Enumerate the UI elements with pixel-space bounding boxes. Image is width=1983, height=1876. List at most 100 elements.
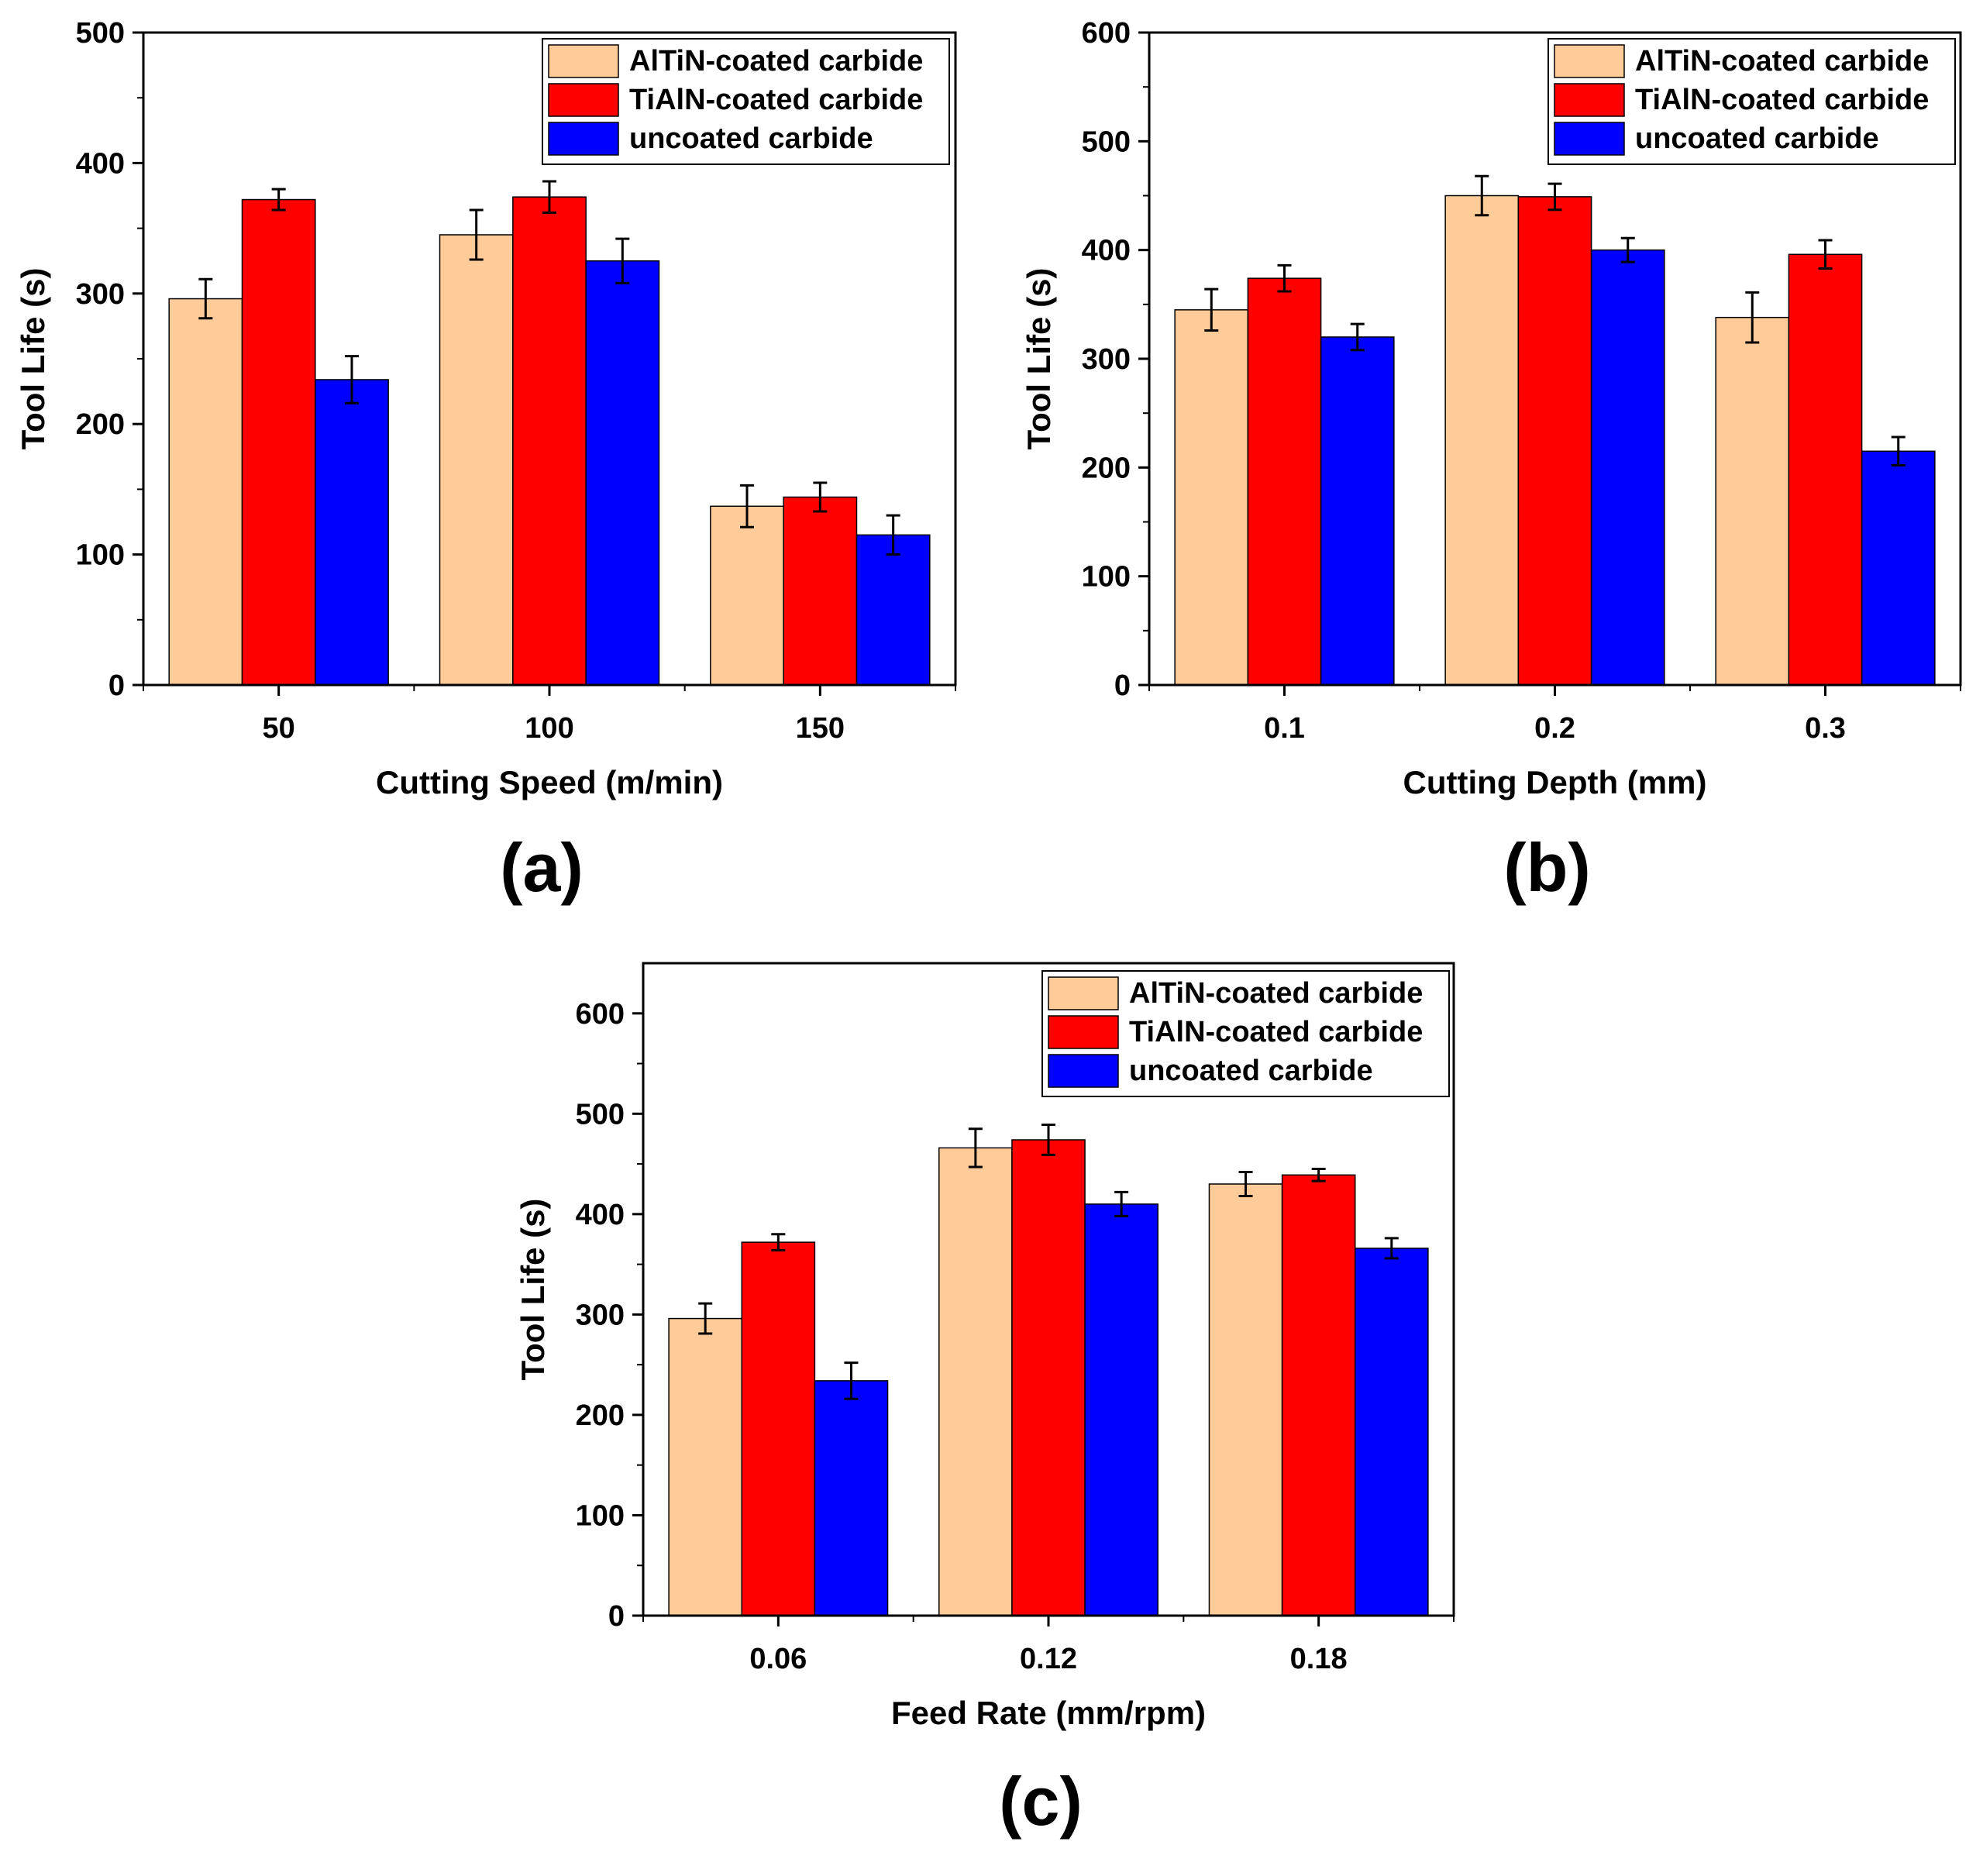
legend-swatch-c-0 — [1048, 976, 1119, 1010]
bar-a-s0-c2 — [710, 505, 784, 686]
y-tick-label-c-3: 300 — [576, 1299, 625, 1331]
legend-a: AlTiN-coated carbide TiAlN-coated carbide… — [542, 38, 950, 165]
error-bar-c-s2-c1 — [1114, 1190, 1129, 1217]
y-tick-label-c-0: 0 — [608, 1600, 625, 1633]
x-axis-title-a: Cutting Speed (m/min) — [376, 764, 723, 800]
bar-b-s1-c1 — [1517, 196, 1592, 686]
legend-swatch-b-0 — [1554, 44, 1625, 78]
legend-label-a-2: uncoated carbide — [629, 122, 873, 155]
legend-label-a-1: TiAlN-coated carbide — [629, 84, 923, 116]
y-tick-label-c-1: 100 — [576, 1499, 625, 1532]
bar-c-s0-c2 — [1208, 1183, 1283, 1616]
x-tick-label-b-2: 0.3 — [1805, 712, 1846, 745]
bar-b-s2-c0 — [1320, 336, 1395, 686]
bar-c-s2-c1 — [1084, 1203, 1158, 1616]
error-bar-a-s2-c0 — [344, 355, 359, 404]
legend-label-b-1: TiAlN-coated carbide — [1635, 84, 1929, 116]
chart-panel-c: 0 100 200 300 400 500 600 0.06 0.12 0.18 Feed Rate… — [515, 962, 1455, 1840]
error-bar-c-s1-c0 — [771, 1233, 786, 1251]
y-tick-label-c-5: 500 — [576, 1098, 625, 1131]
legend-label-c-0: AlTiN-coated carbide — [1129, 977, 1423, 1010]
bar-b-s0-c2 — [1715, 316, 1790, 686]
bar-c-s1-c0 — [741, 1241, 816, 1616]
error-bar-a-s0-c2 — [740, 484, 755, 528]
bar-a-s1-c0 — [241, 198, 316, 686]
bar-c-s0-c0 — [668, 1317, 743, 1616]
error-bar-a-s1-c2 — [813, 481, 828, 513]
legend-swatch-a-0 — [548, 44, 619, 78]
x-tick-label-c-2: 0.18 — [1290, 1643, 1348, 1675]
chart-panel-a: 0 100 200 300 400 500 50 100 150 Cutting Speed (m… — [15, 17, 957, 906]
y-tick-label-c-6: 600 — [576, 998, 625, 1031]
error-bar-b-s1-c0 — [1277, 263, 1292, 293]
error-bar-a-s0-c1 — [469, 208, 484, 261]
error-bar-a-s2-c2 — [886, 514, 900, 556]
bar-c-s1-c2 — [1281, 1174, 1356, 1616]
chart-panel-b: 0 100 200 300 400 500 600 0.1 0.2 0.3 Cutting Dept… — [1021, 17, 1962, 906]
panel-label-a: (a) — [500, 829, 584, 906]
error-bar-b-s0-c2 — [1745, 291, 1760, 344]
legend-swatch-a-2 — [548, 122, 619, 156]
bar-a-s1-c1 — [512, 196, 587, 686]
error-bar-b-s2-c1 — [1620, 236, 1635, 263]
bar-c-s2-c0 — [814, 1380, 889, 1616]
error-bar-c-s1-c1 — [1041, 1124, 1055, 1156]
y-tick-label-b-4: 400 — [1082, 235, 1131, 267]
error-bar-c-s0-c2 — [1238, 1170, 1253, 1198]
bar-b-s1-c0 — [1247, 277, 1322, 686]
bar-b-s1-c2 — [1788, 253, 1863, 686]
error-bar-a-s0-c0 — [198, 277, 213, 320]
error-bar-a-s2-c1 — [615, 237, 630, 284]
x-tick-label-c-1: 0.12 — [1020, 1643, 1077, 1675]
y-tick-label-b-2: 200 — [1082, 452, 1131, 484]
x-tick-label-a-2: 150 — [796, 712, 845, 745]
y-tick-label-c-4: 400 — [576, 1199, 625, 1231]
panel-label-c: (c) — [999, 1763, 1083, 1840]
legend-label-b-0: AlTiN-coated carbide — [1635, 45, 1929, 77]
y-axis-title-a: Tool Life (s) — [15, 268, 51, 450]
legend-label-c-1: TiAlN-coated carbide — [1129, 1016, 1423, 1048]
x-axis-title-c: Feed Rate (mm/rpm) — [891, 1695, 1206, 1731]
bar-b-s0-c0 — [1174, 309, 1249, 686]
error-bar-b-s1-c1 — [1547, 182, 1562, 212]
bar-b-s2-c2 — [1861, 450, 1936, 686]
y-axis-title-b: Tool Life (s) — [1021, 268, 1057, 450]
bar-c-s0-c1 — [938, 1147, 1013, 1616]
error-bar-c-s2-c2 — [1384, 1237, 1399, 1260]
x-axis-title-b: Cutting Depth (mm) — [1403, 764, 1707, 800]
x-tick-label-b-0: 0.1 — [1264, 712, 1305, 745]
legend-label-b-2: uncoated carbide — [1635, 122, 1879, 155]
y-tick-label-c-2: 200 — [576, 1399, 625, 1432]
y-tick-label-b-1: 100 — [1082, 561, 1131, 594]
legend-label-a-0: AlTiN-coated carbide — [629, 45, 923, 77]
bar-b-s2-c1 — [1590, 249, 1665, 686]
bar-a-s2-c0 — [315, 379, 389, 686]
error-bar-b-s0-c0 — [1204, 287, 1219, 332]
bar-c-s1-c1 — [1011, 1139, 1086, 1616]
panel-label-b: (b) — [1503, 829, 1590, 906]
legend-swatch-c-1 — [1048, 1015, 1119, 1049]
bar-c-s2-c2 — [1354, 1248, 1429, 1616]
bar-a-s2-c1 — [585, 260, 660, 686]
error-bar-a-s1-c1 — [542, 180, 556, 214]
error-bar-b-s2-c0 — [1350, 322, 1365, 352]
x-tick-label-a-1: 100 — [525, 712, 573, 745]
y-tick-label-a-4: 400 — [76, 147, 125, 180]
x-tick-label-b-1: 0.2 — [1534, 712, 1575, 745]
error-bar-b-s0-c1 — [1475, 174, 1489, 217]
bar-a-s1-c2 — [783, 496, 858, 686]
y-tick-label-a-0: 0 — [108, 670, 125, 702]
y-tick-label-a-3: 300 — [76, 278, 125, 311]
legend-c: AlTiN-coated carbide TiAlN-coated carbide… — [1041, 970, 1450, 1097]
error-bar-c-s2-c0 — [844, 1361, 859, 1400]
error-bar-c-s0-c0 — [698, 1302, 713, 1335]
y-tick-label-a-1: 100 — [76, 539, 125, 572]
bar-b-s0-c1 — [1444, 194, 1520, 686]
y-tick-label-b-0: 0 — [1114, 670, 1131, 702]
error-bar-b-s2-c2 — [1891, 435, 1906, 467]
legend-swatch-c-2 — [1048, 1054, 1119, 1088]
y-axis-title-c: Tool Life (s) — [515, 1199, 551, 1381]
x-tick-label-c-0: 0.06 — [749, 1643, 807, 1675]
bar-a-s0-c1 — [439, 234, 514, 686]
